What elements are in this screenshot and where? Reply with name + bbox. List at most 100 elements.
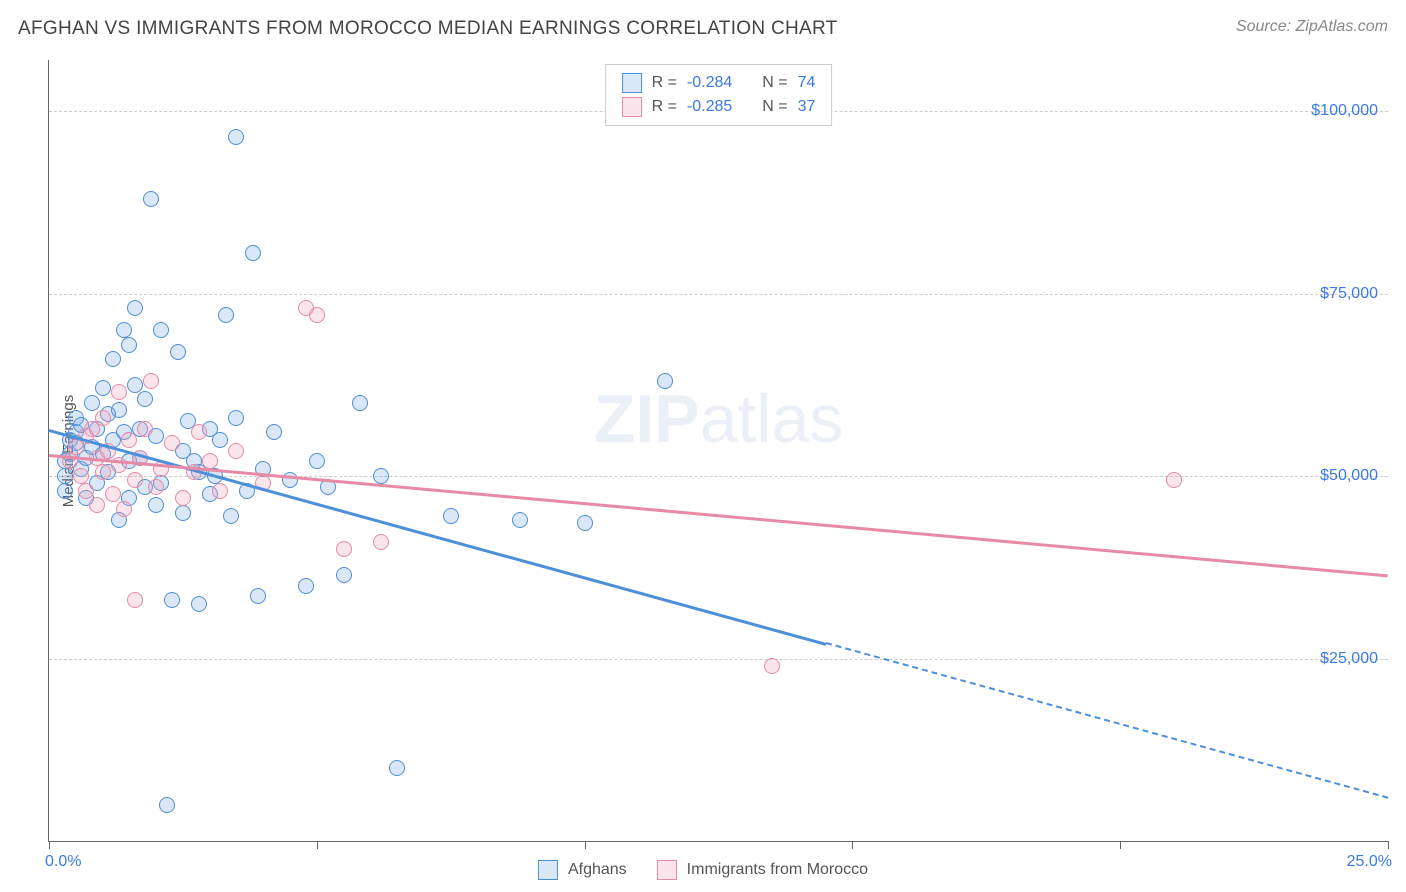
x-tick [585, 841, 586, 849]
data-point-morocco [309, 307, 325, 323]
data-point-morocco [175, 490, 191, 506]
data-point-morocco [148, 479, 164, 495]
correlation-row-afghans: R = -0.284 N = 74 [622, 71, 816, 95]
header: AFGHAN VS IMMIGRANTS FROM MOROCCO MEDIAN… [18, 18, 1388, 40]
data-point-afghans [127, 300, 143, 316]
data-point-afghans [352, 395, 368, 411]
data-point-afghans [164, 592, 180, 608]
data-point-afghans [111, 402, 127, 418]
r-label: R = [652, 98, 677, 116]
data-point-afghans [175, 505, 191, 521]
x-tick [1388, 841, 1389, 849]
trendline-afghans [49, 429, 826, 645]
legend-label-afghans: Afghans [568, 861, 627, 879]
gridline [49, 476, 1388, 477]
data-point-morocco [127, 472, 143, 488]
x-min-label: 0.0% [45, 853, 81, 871]
y-tick-label: $100,000 [1311, 102, 1378, 120]
data-point-afghans [512, 512, 528, 528]
data-point-afghans [121, 337, 137, 353]
n-value-morocco: 37 [798, 98, 816, 116]
legend-item-morocco: Immigrants from Morocco [657, 860, 868, 880]
data-point-afghans [223, 508, 239, 524]
chart-title: AFGHAN VS IMMIGRANTS FROM MOROCCO MEDIAN… [18, 18, 838, 40]
data-point-morocco [73, 468, 89, 484]
data-point-afghans [95, 380, 111, 396]
y-tick-label: $50,000 [1320, 467, 1378, 485]
data-point-afghans [170, 344, 186, 360]
data-point-afghans [116, 322, 132, 338]
x-tick [317, 841, 318, 849]
data-point-afghans [298, 578, 314, 594]
n-value-afghans: 74 [798, 74, 816, 92]
data-point-afghans [127, 377, 143, 393]
n-label: N = [762, 98, 787, 116]
data-point-afghans [137, 391, 153, 407]
data-point-afghans [148, 497, 164, 513]
swatch-afghans-icon [538, 860, 558, 880]
data-point-afghans [228, 129, 244, 145]
data-point-morocco [89, 497, 105, 513]
data-point-afghans [105, 351, 121, 367]
x-max-label: 25.0% [1347, 853, 1392, 871]
x-tick [1120, 841, 1121, 849]
data-point-morocco [164, 435, 180, 451]
data-point-afghans [228, 410, 244, 426]
scatter-plot: ZIPatlas R = -0.284 N = 74 R = -0.285 N … [48, 60, 1388, 842]
data-point-afghans [577, 515, 593, 531]
legend-item-afghans: Afghans [538, 860, 627, 880]
r-label: R = [652, 74, 677, 92]
data-point-morocco [111, 384, 127, 400]
swatch-morocco-icon [622, 97, 642, 117]
data-point-afghans [212, 432, 228, 448]
data-point-afghans [443, 508, 459, 524]
r-value-afghans: -0.284 [687, 74, 732, 92]
data-point-afghans [373, 468, 389, 484]
watermark-atlas: atlas [700, 381, 844, 457]
data-point-afghans [57, 483, 73, 499]
swatch-afghans-icon [622, 73, 642, 93]
trendline-afghans-dashed [825, 642, 1388, 799]
data-point-afghans [309, 453, 325, 469]
data-point-afghans [336, 567, 352, 583]
data-point-afghans [266, 424, 282, 440]
series-legend: Afghans Immigrants from Morocco [538, 860, 868, 880]
data-point-morocco [137, 421, 153, 437]
data-point-morocco [95, 410, 111, 426]
legend-label-morocco: Immigrants from Morocco [687, 861, 868, 879]
data-point-morocco [191, 424, 207, 440]
data-point-afghans [143, 191, 159, 207]
x-tick [852, 841, 853, 849]
data-point-afghans [84, 395, 100, 411]
data-point-morocco [373, 534, 389, 550]
data-point-morocco [78, 483, 94, 499]
n-label: N = [762, 74, 787, 92]
data-point-afghans [159, 797, 175, 813]
data-point-afghans [218, 307, 234, 323]
data-point-afghans [282, 472, 298, 488]
y-tick-label: $25,000 [1320, 650, 1378, 668]
r-value-morocco: -0.285 [687, 98, 732, 116]
data-point-morocco [764, 658, 780, 674]
data-point-morocco [1166, 472, 1182, 488]
watermark-zip: ZIP [594, 381, 700, 457]
correlation-legend: R = -0.284 N = 74 R = -0.285 N = 37 [605, 64, 833, 126]
data-point-afghans [250, 588, 266, 604]
data-point-morocco [143, 373, 159, 389]
data-point-morocco [116, 501, 132, 517]
data-point-morocco [127, 592, 143, 608]
watermark: ZIPatlas [594, 380, 843, 458]
data-point-morocco [95, 464, 111, 480]
data-point-morocco [105, 486, 121, 502]
data-point-afghans [191, 596, 207, 612]
swatch-morocco-icon [657, 860, 677, 880]
data-point-morocco [212, 483, 228, 499]
correlation-row-morocco: R = -0.285 N = 37 [622, 95, 816, 119]
data-point-afghans [657, 373, 673, 389]
data-point-afghans [245, 245, 261, 261]
data-point-afghans [153, 322, 169, 338]
x-tick [49, 841, 50, 849]
gridline [49, 294, 1388, 295]
data-point-morocco [336, 541, 352, 557]
data-point-morocco [121, 432, 137, 448]
